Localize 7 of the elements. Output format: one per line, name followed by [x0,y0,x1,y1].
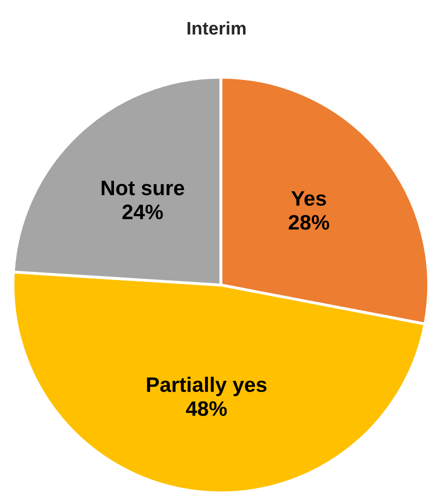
slice-label: Yes [291,191,326,206]
slice-label: Not sure [102,180,184,196]
data-label: 48% [186,401,227,416]
data-label: 28% [288,214,330,230]
chart-title: Interim [188,21,246,35]
slice-label: Partially yes [147,376,266,396]
data-label: 24% [122,204,163,220]
